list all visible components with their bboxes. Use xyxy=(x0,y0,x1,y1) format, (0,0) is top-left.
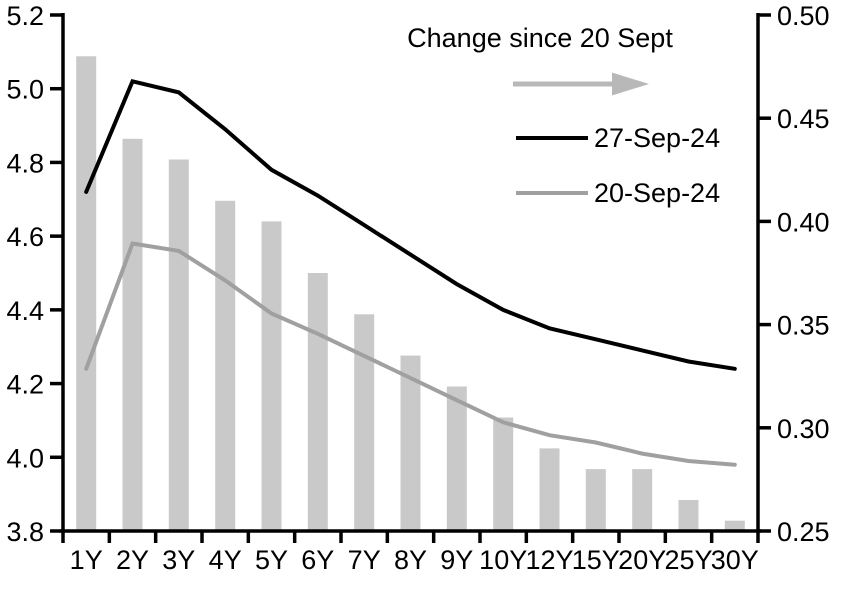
legend-title: Change since 20 Sept xyxy=(407,23,673,53)
x-axis-label-7Y: 7Y xyxy=(348,545,381,575)
right-axis-tick-label: 0.45 xyxy=(777,104,830,134)
x-axis-label-20Y: 20Y xyxy=(618,545,666,575)
x-axis-label-15Y: 15Y xyxy=(572,545,620,575)
bar-9Y xyxy=(446,386,467,531)
right-axis-tick-label: 0.30 xyxy=(777,414,830,444)
right-axis-tick-label: 0.35 xyxy=(777,311,830,341)
left-axis-tick-label: 4.8 xyxy=(6,148,44,178)
bar-3Y xyxy=(168,159,189,531)
bar-12Y xyxy=(539,448,560,531)
x-axis-label-1Y: 1Y xyxy=(70,545,103,575)
x-axis-label-9Y: 9Y xyxy=(440,545,473,575)
left-axis-tick-label: 4.2 xyxy=(6,370,44,400)
x-axis-label-10Y: 10Y xyxy=(479,545,527,575)
x-axis-label-30Y: 30Y xyxy=(711,545,759,575)
x-axis-label-3Y: 3Y xyxy=(162,545,195,575)
bar-25Y xyxy=(678,500,699,531)
left-axis-tick-label: 5.0 xyxy=(6,75,44,105)
bar-10Y xyxy=(493,417,514,531)
x-axis-label-6Y: 6Y xyxy=(301,545,334,575)
line-series-27-Sep-24 xyxy=(84,78,737,371)
line-series-20-Sep-24 xyxy=(84,241,737,467)
x-axis-label-12Y: 12Y xyxy=(525,545,573,575)
left-axis-tick-label: 4.0 xyxy=(6,443,44,473)
bar-5Y xyxy=(261,221,282,531)
left-axis-tick-label: 3.8 xyxy=(6,517,44,547)
right-axis-tick-label: 0.50 xyxy=(777,1,830,31)
axes-group: 5.2 5.0 4.8 4.6 4.4 4.2 4.0 3.8 0.50 0.45 0.40 0.35… xyxy=(6,1,829,575)
x-axis-label-5Y: 5Y xyxy=(255,545,288,575)
right-axis-tick-label: 0.40 xyxy=(777,207,830,237)
bar-6Y xyxy=(307,273,328,531)
bar-8Y xyxy=(400,355,421,531)
x-axis-label-4Y: 4Y xyxy=(209,545,242,575)
bar-20Y xyxy=(632,469,653,531)
legend: Change since 20 Sept 27-Sep-24 20-Sep-24 xyxy=(407,23,720,208)
bar-4Y xyxy=(215,200,236,532)
bar-2Y xyxy=(122,138,143,532)
bar-7Y xyxy=(354,314,375,531)
bar-series-group xyxy=(76,56,745,532)
bar-30Y xyxy=(724,520,745,531)
left-axis-tick-label: 4.6 xyxy=(6,222,44,252)
left-axis-tick-label: 5.2 xyxy=(6,1,44,31)
right-arrow-head xyxy=(612,72,649,96)
x-axis-label-25Y: 25Y xyxy=(664,545,712,575)
bar-15Y xyxy=(585,469,606,531)
legend-label-20-sep: 20-Sep-24 xyxy=(594,178,720,208)
left-axis-tick-label: 4.4 xyxy=(6,296,44,326)
x-axis-label-2Y: 2Y xyxy=(116,545,149,575)
right-axis-tick-label: 0.25 xyxy=(777,517,830,547)
x-axis-label-8Y: 8Y xyxy=(394,545,427,575)
bar-1Y xyxy=(76,56,97,532)
legend-label-27-sep: 27-Sep-24 xyxy=(594,123,720,153)
line-series-group xyxy=(84,78,737,467)
right-arrow-icon xyxy=(513,72,649,96)
